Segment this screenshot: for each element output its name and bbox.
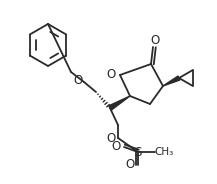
Polygon shape [109, 96, 130, 110]
Text: O: O [106, 132, 116, 144]
Text: CH₃: CH₃ [154, 147, 174, 157]
Text: S: S [134, 146, 142, 158]
Polygon shape [163, 76, 180, 86]
Text: O: O [111, 139, 121, 153]
Text: O: O [125, 158, 135, 171]
Text: O: O [150, 33, 160, 47]
Text: O: O [73, 75, 83, 88]
Text: O: O [106, 68, 116, 82]
